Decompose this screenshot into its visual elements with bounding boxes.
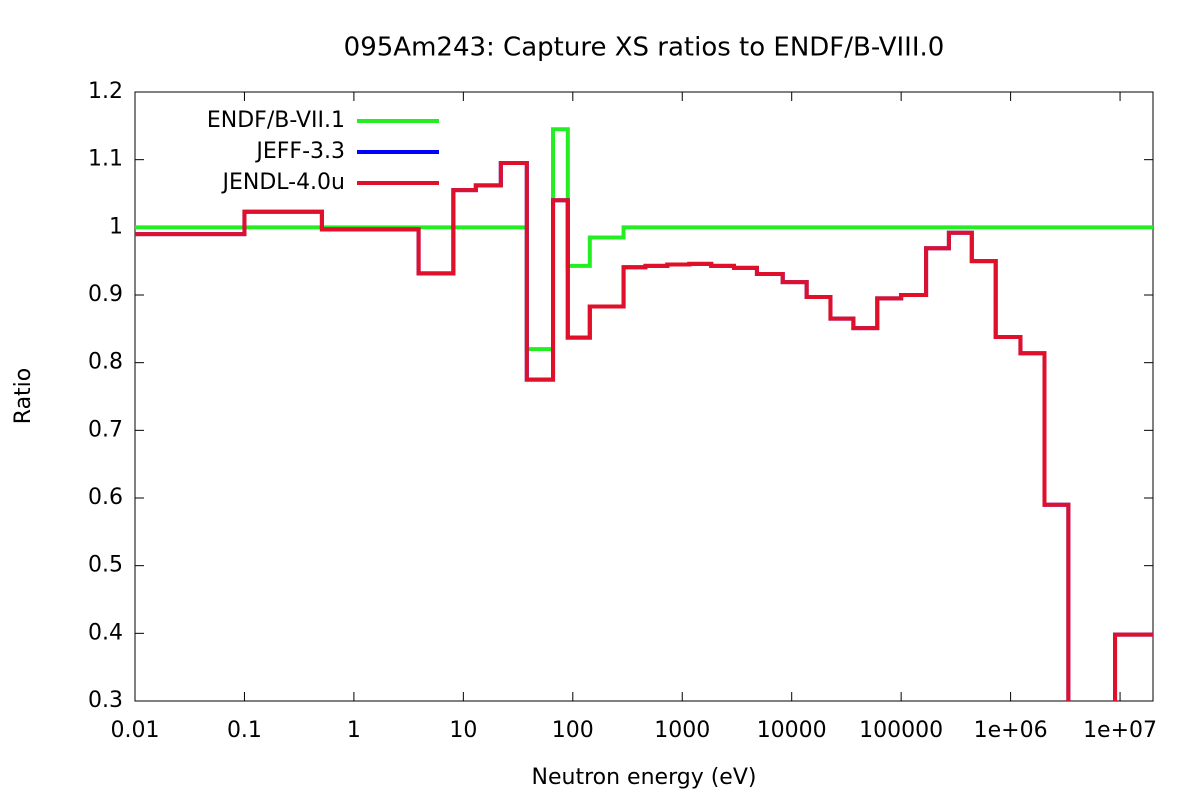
y-tick-label: 1.1 <box>88 147 123 172</box>
x-axis-label: Neutron energy (eV) <box>532 765 757 790</box>
legend-label: ENDF/B-VII.1 <box>207 108 345 133</box>
y-tick-label: 0.7 <box>88 417 123 442</box>
x-tick-label: 1e+06 <box>974 718 1048 743</box>
y-tick-label: 1 <box>109 214 123 239</box>
legend-label: JENDL-4.0u <box>220 170 345 195</box>
y-tick-label: 1.2 <box>88 79 123 104</box>
x-tick-label: 100 <box>552 718 594 743</box>
x-tick-label: 10000 <box>757 718 827 743</box>
y-axis-label: Ratio <box>11 368 36 424</box>
plot-area <box>135 127 1153 701</box>
y-tick-label: 0.8 <box>88 350 123 375</box>
y-tick-label: 0.5 <box>88 553 123 578</box>
y-tick-label: 0.4 <box>88 620 123 645</box>
x-tick-label: 0.01 <box>111 718 160 743</box>
x-tick-label: 100000 <box>859 718 943 743</box>
chart-title: 095Am243: Capture XS ratios to ENDF/B-VI… <box>344 33 945 63</box>
legend-label: JEFF-3.3 <box>254 139 345 164</box>
y-tick-label: 0.9 <box>88 282 123 307</box>
x-tick-label: 1e+07 <box>1083 718 1157 743</box>
y-tick-label: 0.3 <box>88 688 123 713</box>
x-tick-label: 1000 <box>654 718 710 743</box>
series-line <box>135 161 1153 701</box>
y-tick-label: 0.6 <box>88 485 123 510</box>
x-tick-label: 10 <box>449 718 477 743</box>
x-tick-label: 0.1 <box>227 718 262 743</box>
x-tick-label: 1 <box>347 718 361 743</box>
plot-frame <box>134 91 1154 702</box>
